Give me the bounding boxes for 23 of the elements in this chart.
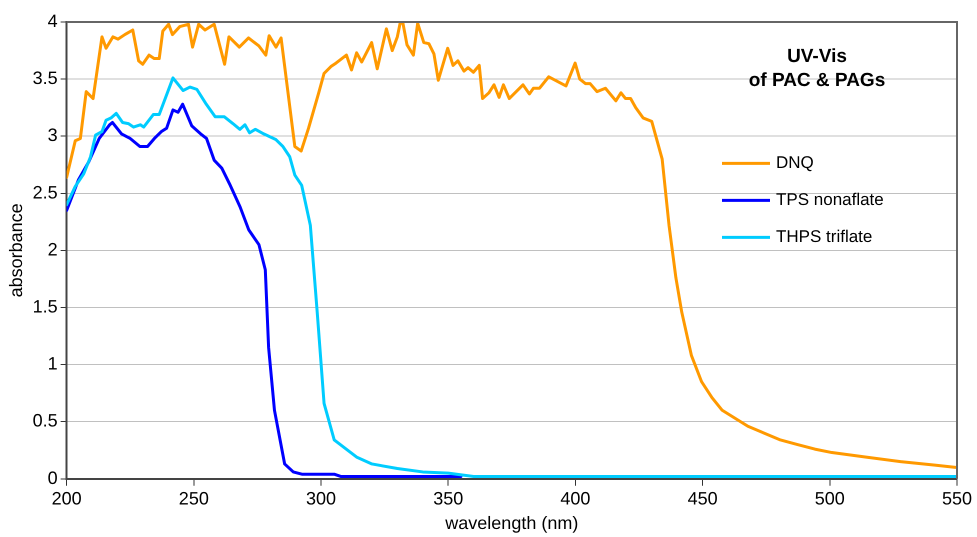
y-tick-label: 1 [48,354,58,374]
x-tick-label: 400 [560,488,590,509]
y-tick-label: 2.5 [32,182,58,202]
legend-label: TPS nonaflate [776,190,884,210]
y-axis-title: absorbance [6,203,26,298]
y-tick-label: 0 [48,468,58,488]
x-tick-label: 500 [814,488,845,509]
x-tick-label: 450 [688,488,718,509]
x-tick-label: 200 [52,488,82,509]
x-tick-label: 300 [306,488,336,509]
legend-label: DNQ [776,153,814,172]
y-tick-label: 1.5 [32,296,58,316]
x-tick-label: 550 [942,488,972,509]
x-tick-label: 250 [178,488,209,509]
y-tick-label: 3.5 [32,68,58,88]
x-axis-title: wavelength (nm) [444,513,578,534]
text: UV-Vis of PAC & PAGs [748,45,886,93]
legend-label: THPS triflate [776,227,872,246]
y-tick-label: 0.5 [32,410,58,431]
x-tick-label: 350 [433,488,464,509]
y-tick-label: 4 [48,10,58,31]
y-tick-label: 3 [48,125,58,146]
y-tick-label: 2 [48,239,58,260]
